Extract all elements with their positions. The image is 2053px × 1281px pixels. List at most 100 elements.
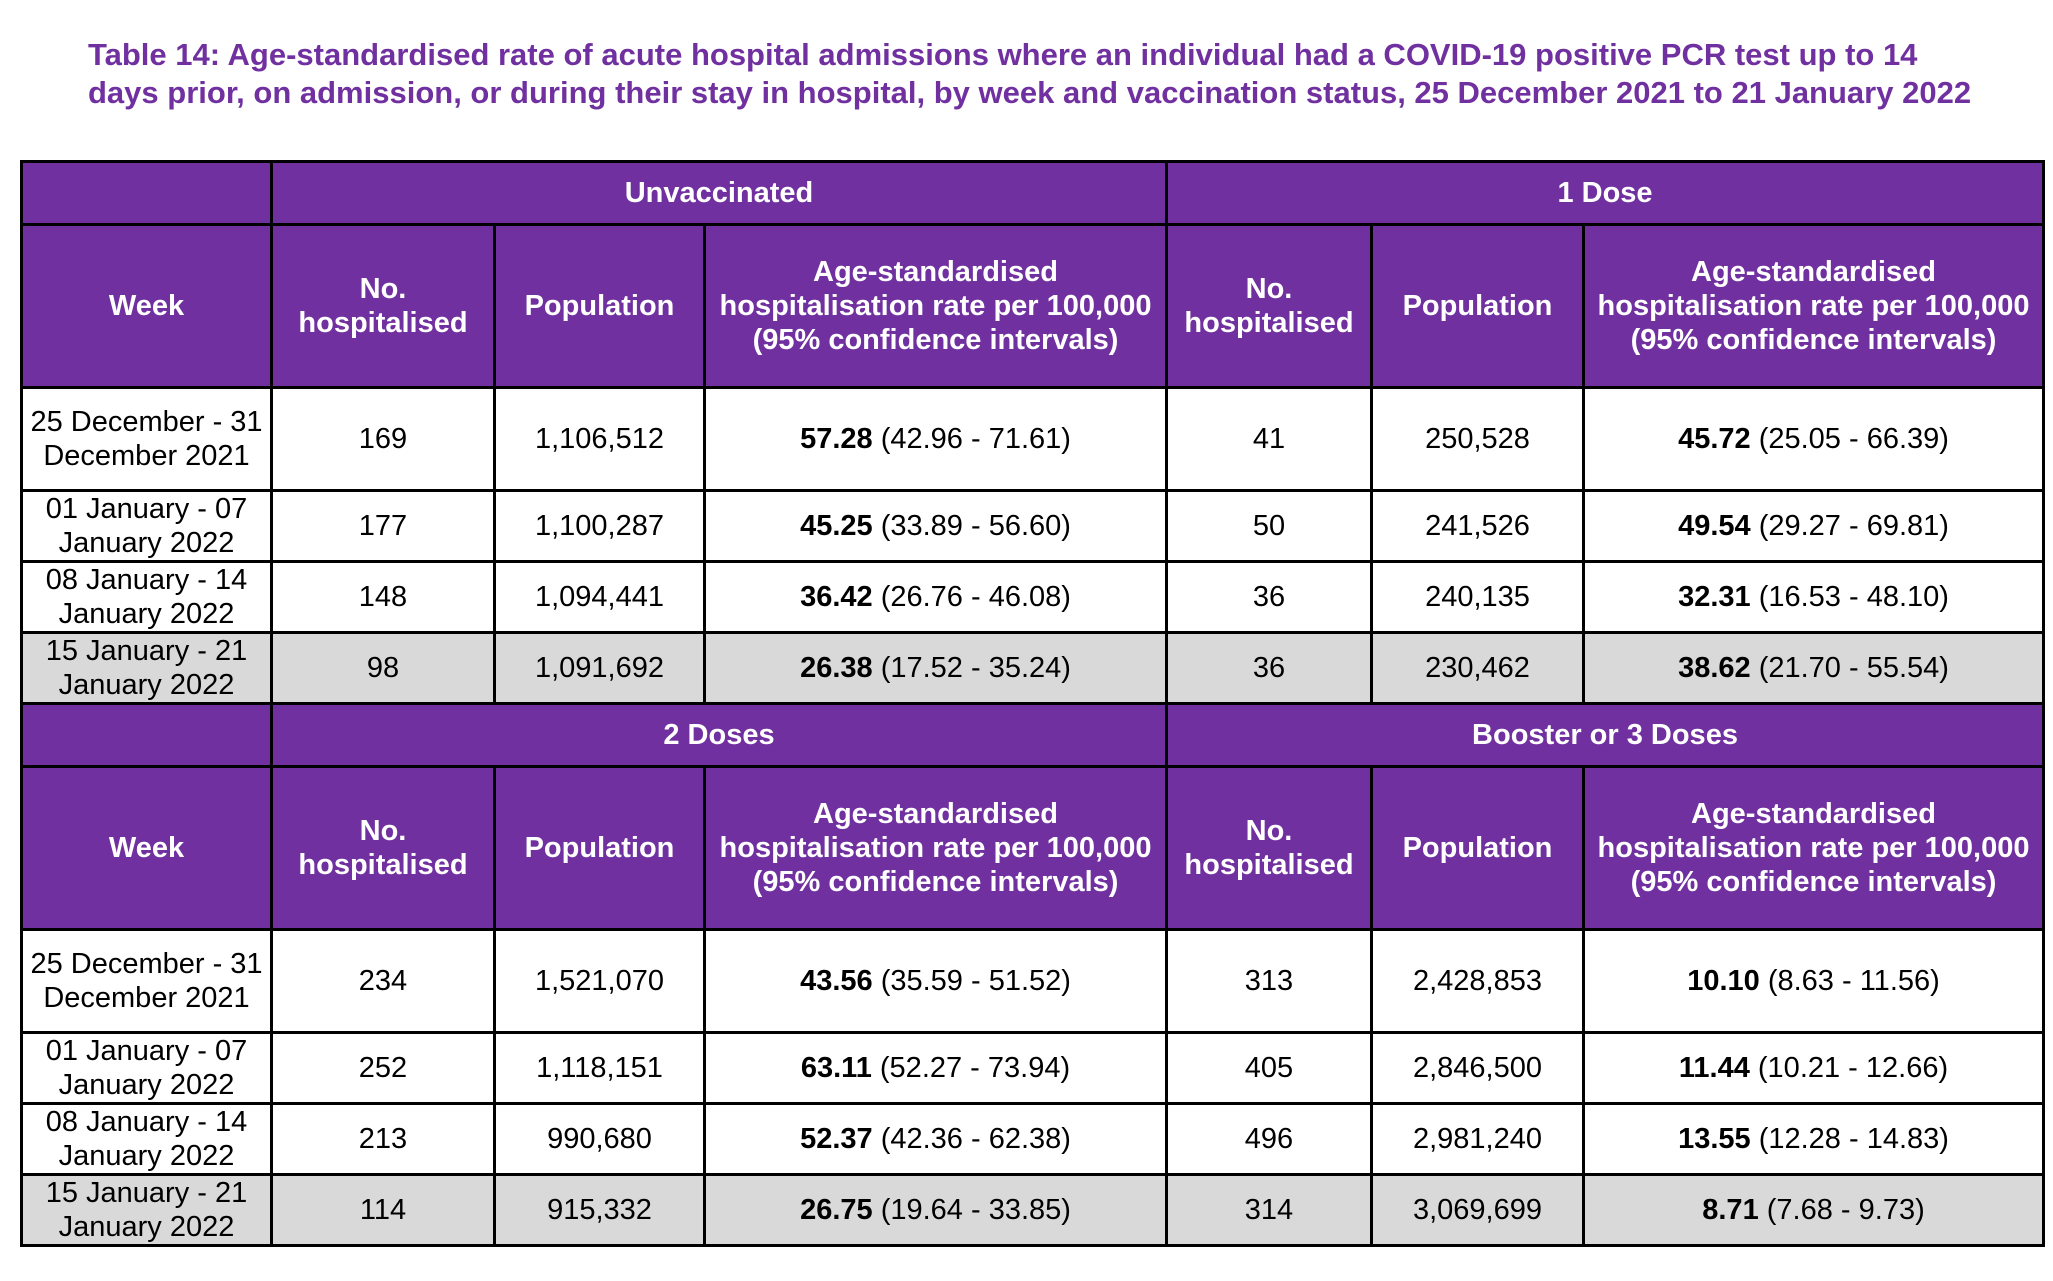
week-cell: 08 January - 14 January 2022 (20, 560, 273, 634)
rate-ci: (19.64 - 33.85) (872, 1194, 1071, 1226)
table-row: 08 January - 14 January 2022 148 1,094,441… (20, 560, 2045, 634)
group-header-row: Unvaccinated 1 Dose (20, 160, 2045, 226)
hospitalised-cell-right: 405 (1165, 1031, 1373, 1105)
population-cell-left: 1,100,287 (493, 489, 706, 563)
column-header-row: Week No. hospitalised Population Age-standa… (20, 223, 2045, 389)
rate-cell-left: 43.56 (35.59 - 51.52) (703, 928, 1168, 1034)
hospitalised-cell-right: 313 (1165, 928, 1373, 1034)
col-header-week: Week (20, 223, 273, 389)
population-cell-right: 241,526 (1370, 489, 1585, 563)
hospitalised-cell-right: 41 (1165, 386, 1373, 492)
population-cell-left: 915,332 (493, 1173, 706, 1247)
col-header-hospitalised-right: No. hospitalised (1165, 765, 1373, 931)
rate-cell-right: 13.55 (12.28 - 14.83) (1582, 1102, 2045, 1176)
rate-value: 13.55 (1678, 1123, 1751, 1155)
week-cell: 01 January - 07 January 2022 (20, 489, 273, 563)
rate-value: 11.44 (1678, 1052, 1750, 1084)
col-header-week: Week (20, 765, 273, 931)
hospitalised-cell-right: 50 (1165, 489, 1373, 563)
hospitalised-cell-left: 213 (270, 1102, 496, 1176)
table-row: 15 January - 21 January 2022 98 1,091,692 2… (20, 631, 2045, 705)
hospitalised-cell-right: 496 (1165, 1102, 1373, 1176)
population-cell-left: 1,118,151 (493, 1031, 706, 1105)
population-cell-left: 1,521,070 (493, 928, 706, 1034)
rate-value: 52.37 (800, 1123, 873, 1155)
rate-cell-right: 49.54 (29.27 - 69.81) (1582, 489, 2045, 563)
hospitalised-cell-left: 177 (270, 489, 496, 563)
hospitalised-cell-left: 148 (270, 560, 496, 634)
col-header-rate-left: Age-standardised hospitalisation rate pe… (703, 765, 1168, 931)
rate-ci: (8.63 - 11.56) (1759, 965, 1940, 997)
rate-cell-right: 32.31 (16.53 - 48.10) (1582, 560, 2045, 634)
population-cell-right: 230,462 (1370, 631, 1585, 705)
col-header-hospitalised-left: No. hospitalised (270, 765, 496, 931)
col-header-rate-right: Age-standardised hospitalisation rate pe… (1582, 765, 2045, 931)
week-cell: 08 January - 14 January 2022 (20, 1102, 273, 1176)
hospitalised-cell-right: 314 (1165, 1173, 1373, 1247)
rate-value: 38.62 (1678, 652, 1751, 684)
population-cell-left: 1,091,692 (493, 631, 706, 705)
rate-cell-left: 36.42 (26.76 - 46.08) (703, 560, 1168, 634)
week-cell: 25 December - 31 December 2021 (20, 386, 273, 492)
hospitalised-cell-left: 252 (270, 1031, 496, 1105)
population-cell-left: 1,106,512 (493, 386, 706, 492)
column-header-row: Week No. hospitalised Population Age-standa… (20, 765, 2045, 931)
rate-cell-left: 52.37 (42.36 - 62.38) (703, 1102, 1168, 1176)
rate-cell-left: 63.11 (52.27 - 73.94) (703, 1031, 1168, 1105)
population-cell-right: 3,069,699 (1370, 1173, 1585, 1247)
hospitalised-cell-right: 36 (1165, 631, 1373, 705)
rate-ci: (17.52 - 35.24) (872, 652, 1071, 684)
population-cell-left: 990,680 (493, 1102, 706, 1176)
rate-value: 10.10 (1687, 965, 1760, 997)
table-row: 25 December - 31 December 2021 169 1,106,5… (20, 386, 2045, 492)
rate-value: 8.71 (1702, 1194, 1759, 1226)
week-cell: 25 December - 31 December 2021 (20, 928, 273, 1034)
group-header-right: Booster or 3 Doses (1165, 702, 2045, 768)
col-header-hospitalised-left: No. hospitalised (270, 223, 496, 389)
rate-cell-right: 11.44 (10.21 - 12.66) (1582, 1031, 2045, 1105)
rate-cell-right: 38.62 (21.70 - 55.54) (1582, 631, 2045, 705)
hospitalised-cell-left: 114 (270, 1173, 496, 1247)
table-row: 15 January - 21 January 2022 114 915,332 26… (20, 1173, 2045, 1247)
rate-ci: (52.27 - 73.94) (871, 1052, 1071, 1084)
table-row: 08 January - 14 January 2022 213 990,680 52… (20, 1102, 2045, 1176)
col-header-population-left: Population (493, 223, 706, 389)
rate-value: 36.42 (800, 581, 873, 613)
rate-ci: (26.76 - 46.08) (872, 581, 1071, 613)
rate-value: 45.25 (800, 510, 873, 542)
table-row: 01 January - 07 January 2022 252 1,118,151… (20, 1031, 2045, 1105)
rate-ci: (16.53 - 48.10) (1750, 581, 1949, 613)
rate-value: 26.38 (800, 652, 873, 684)
week-cell: 15 January - 21 January 2022 (20, 631, 273, 705)
table-body: Unvaccinated 1 Dose Week No. hospitalised Po… (20, 160, 2045, 1247)
rate-cell-left: 57.28 (42.96 - 71.61) (703, 386, 1168, 492)
group-header-left: Unvaccinated (270, 160, 1168, 226)
rate-ci: (42.36 - 62.38) (872, 1123, 1071, 1155)
rate-cell-left: 45.25 (33.89 - 56.60) (703, 489, 1168, 563)
rate-ci: (33.89 - 56.60) (872, 510, 1071, 542)
col-header-population-right: Population (1370, 223, 1585, 389)
rate-ci: (12.28 - 14.83) (1750, 1123, 1949, 1155)
population-cell-right: 250,528 (1370, 386, 1585, 492)
rate-cell-right: 10.10 (8.63 - 11.56) (1582, 928, 2045, 1034)
col-header-population-right: Population (1370, 765, 1585, 931)
rate-ci: (29.27 - 69.81) (1750, 510, 1949, 542)
population-cell-left: 1,094,441 (493, 560, 706, 634)
col-header-hospitalised-right: No. hospitalised (1165, 223, 1373, 389)
hospitalised-cell-left: 98 (270, 631, 496, 705)
rate-cell-right: 45.72 (25.05 - 66.39) (1582, 386, 2045, 492)
population-cell-right: 2,981,240 (1370, 1102, 1585, 1176)
col-header-rate-left: Age-standardised hospitalisation rate pe… (703, 223, 1168, 389)
week-cell: 15 January - 21 January 2022 (20, 1173, 273, 1247)
hospitalised-cell-right: 36 (1165, 560, 1373, 634)
rate-ci: (10.21 - 12.66) (1749, 1052, 1949, 1084)
rate-ci: (35.59 - 51.52) (872, 965, 1071, 997)
group-header-blank (20, 160, 273, 226)
rate-value: 45.72 (1678, 423, 1751, 455)
rate-ci: (25.05 - 66.39) (1750, 423, 1949, 455)
population-cell-right: 240,135 (1370, 560, 1585, 634)
table-row: 25 December - 31 December 2021 234 1,521,0… (20, 928, 2045, 1034)
group-header-left: 2 Doses (270, 702, 1168, 768)
group-header-row: 2 Doses Booster or 3 Doses (20, 702, 2045, 768)
rate-value: 26.75 (800, 1194, 873, 1226)
